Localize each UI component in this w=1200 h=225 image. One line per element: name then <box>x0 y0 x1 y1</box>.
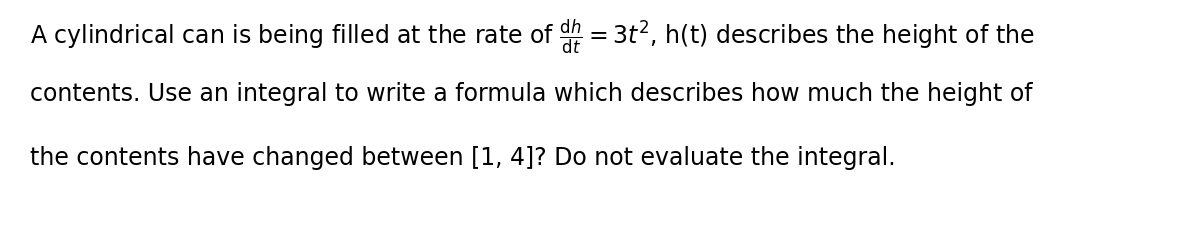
Text: contents. Use an integral to write a formula which describes how much the height: contents. Use an integral to write a for… <box>30 82 1033 106</box>
Text: A cylindrical can is being filled at the rate of $\frac{\mathdefault{d}h}{\mathd: A cylindrical can is being filled at the… <box>30 18 1034 57</box>
Text: the contents have changed between [1, 4]? Do not evaluate the integral.: the contents have changed between [1, 4]… <box>30 145 895 169</box>
